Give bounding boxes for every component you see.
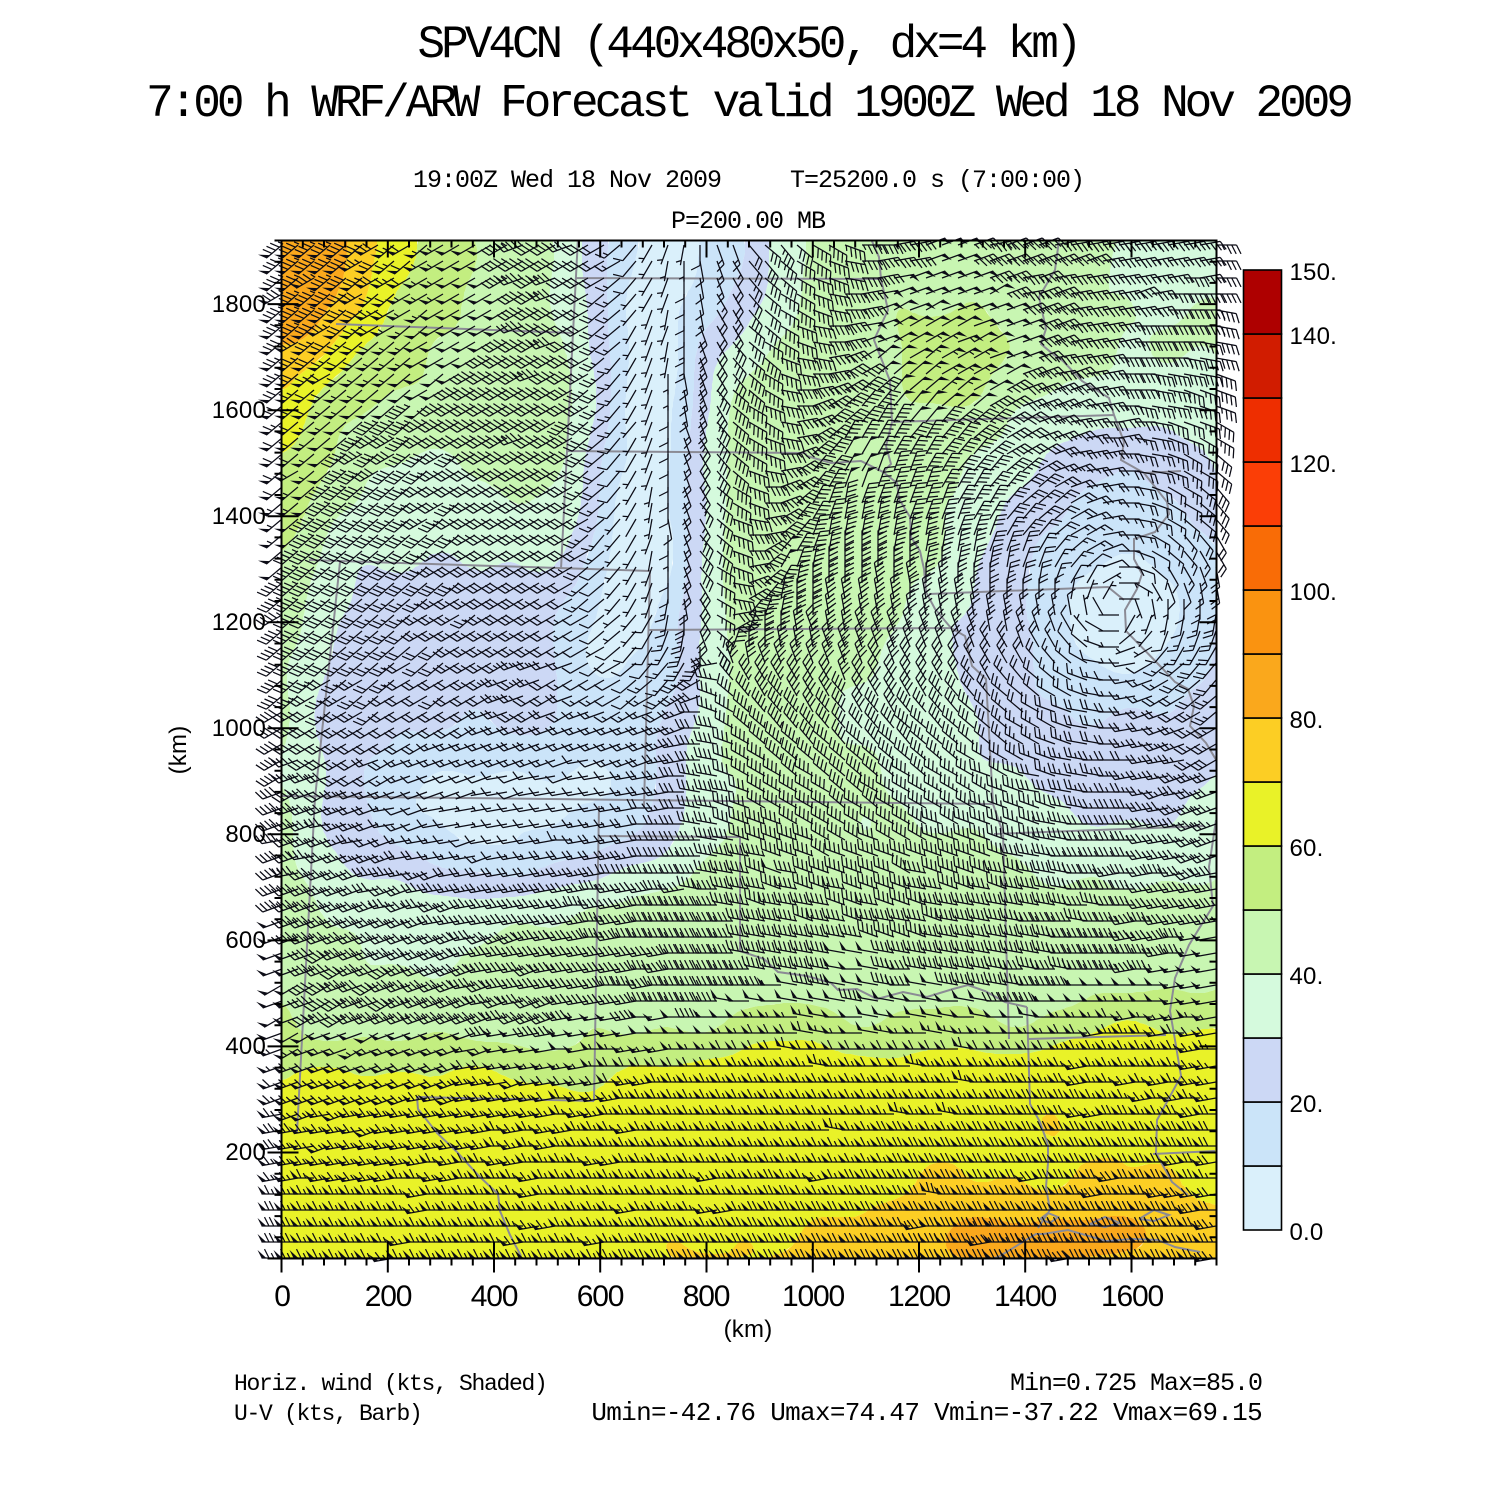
svg-text:1200: 1200 (888, 1280, 950, 1313)
svg-text:400: 400 (471, 1280, 518, 1313)
svg-text:40.: 40. (1290, 963, 1324, 990)
svg-text:1600: 1600 (212, 397, 266, 424)
svg-text:140.: 140. (1290, 323, 1338, 350)
svg-text:(km): (km) (724, 1316, 773, 1343)
svg-text:1000: 1000 (782, 1280, 844, 1313)
svg-text:0: 0 (274, 1280, 290, 1313)
svg-text:60.: 60. (1290, 835, 1324, 862)
svg-text:(km): (km) (165, 726, 192, 775)
svg-text:20.: 20. (1290, 1091, 1324, 1118)
svg-text:400: 400 (225, 1033, 266, 1060)
svg-text:T=25200.0 s (7:00:00): T=25200.0 s (7:00:00) (790, 166, 1084, 195)
svg-text:150.: 150. (1290, 259, 1338, 286)
svg-text:SPV4CN (440x480x50, dx=4 km): SPV4CN (440x480x50, dx=4 km) (418, 19, 1079, 71)
svg-text:1200: 1200 (212, 609, 266, 636)
svg-text:800: 800 (225, 821, 266, 848)
svg-text:100.: 100. (1290, 579, 1338, 606)
svg-text:U-V (kts, Barb): U-V (kts, Barb) (234, 1401, 422, 1427)
svg-text:7:00 h WRF/ARW Forecast valid: 7:00 h WRF/ARW Forecast valid 1900Z Wed … (146, 78, 1351, 130)
svg-text:1800: 1800 (212, 291, 266, 318)
svg-text:0.0: 0.0 (1290, 1219, 1324, 1246)
svg-text:Min=0.725 Max=85.0: Min=0.725 Max=85.0 (1010, 1369, 1262, 1398)
svg-text:19:00Z Wed 18 Nov 2009: 19:00Z Wed 18 Nov 2009 (413, 166, 721, 195)
svg-text:1400: 1400 (212, 503, 266, 530)
svg-text:200: 200 (225, 1139, 266, 1166)
svg-text:800: 800 (683, 1280, 730, 1313)
svg-text:600: 600 (225, 927, 266, 954)
svg-text:Horiz. wind (kts, Shaded): Horiz. wind (kts, Shaded) (234, 1371, 547, 1397)
svg-text:P=200.00 MB: P=200.00 MB (671, 207, 826, 236)
svg-text:1400: 1400 (994, 1280, 1056, 1313)
svg-text:1000: 1000 (212, 715, 266, 742)
svg-text:120.: 120. (1290, 451, 1338, 478)
svg-text:600: 600 (577, 1280, 624, 1313)
svg-text:1600: 1600 (1101, 1280, 1163, 1313)
svg-text:Umin=-42.76 Umax=74.47 Vmin=-3: Umin=-42.76 Umax=74.47 Vmin=-37.22 Vmax=… (591, 1398, 1262, 1428)
svg-text:80.: 80. (1290, 707, 1324, 734)
svg-text:200: 200 (365, 1280, 412, 1313)
